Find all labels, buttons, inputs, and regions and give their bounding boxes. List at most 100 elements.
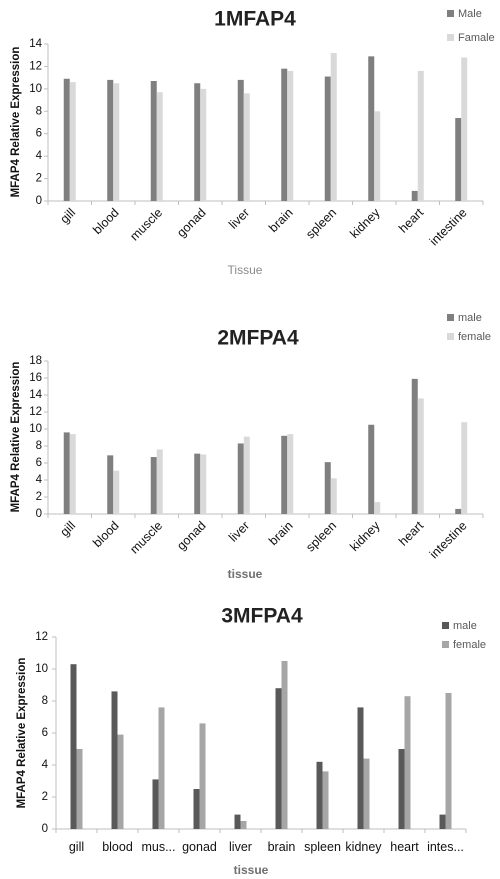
chart2-bar-series2: [243, 436, 250, 514]
chart2-bar-series2: [374, 502, 381, 514]
chart3-category-label: liver: [229, 840, 252, 854]
chart3-bar-series1: [398, 749, 405, 829]
chart3-bar-series2: [363, 758, 370, 829]
chart3-bar-series2: [445, 693, 452, 829]
chart3-category-label: brain: [268, 840, 296, 854]
chart2-bar-series2: [287, 434, 294, 514]
chart1-y-tick-label: 12: [29, 60, 42, 72]
chart3-bar-series1: [152, 779, 159, 829]
chart1-bar-series1: [107, 79, 114, 201]
chart3-category-label: mus...: [141, 840, 175, 854]
chart1-bar-series1: [411, 190, 418, 201]
chart2-y-axis-label: MFAP4 Relative Expression: [10, 362, 22, 513]
chart1-bar-series1: [150, 81, 157, 201]
chart3-bar-series2: [240, 821, 247, 829]
chart2-bar-series2: [330, 478, 337, 514]
chart1-category-label: blood: [90, 206, 122, 238]
chart1-category-label: muscle: [127, 206, 165, 244]
chart2-category-label: intestine: [427, 519, 470, 562]
chart1-bar-series1: [281, 68, 288, 202]
chart2-bar-series1: [150, 457, 157, 514]
chart3-bar-series2: [281, 661, 288, 829]
chart2-y-tick-label: 18: [29, 355, 42, 367]
chart2-category-label: kidney: [347, 518, 383, 554]
chart1-bar-series2: [374, 111, 381, 201]
chart2-title: 2MFPA4: [217, 327, 299, 350]
chart3-legend-swatch-series1: [442, 622, 449, 629]
chart3-y-tick-label: 4: [42, 759, 49, 771]
chart3-y-tick-label: 0: [42, 823, 48, 835]
chart1-legend-label-series1: Male: [458, 8, 482, 20]
chart3-bar-series1: [193, 789, 200, 829]
chart2-bar-series2: [461, 422, 468, 514]
chart3-y-tick-label: 8: [42, 695, 48, 707]
chart1-title: 1MFAP4: [214, 8, 296, 31]
chart2-legend-label-series2: female: [458, 331, 491, 343]
chart2-category-label: muscle: [127, 519, 165, 557]
chart2-category-label: liver: [226, 519, 252, 545]
chart2-y-tick-label: 2: [36, 491, 42, 503]
chart1-legend-label-series2: Famale: [458, 32, 495, 44]
chart2-bar-series1: [63, 432, 70, 514]
chart1-y-tick-label: 2: [36, 173, 42, 185]
chart1-category-label: gill: [57, 206, 78, 227]
chart3-y-tick-label: 12: [35, 631, 48, 643]
chart3-y-tick-label: 2: [42, 791, 48, 803]
chart2-bar-series2: [69, 434, 76, 514]
chart1-category-label: brain: [266, 206, 296, 236]
chart1-bar-series2: [461, 57, 468, 202]
chart1-y-tick-label: 0: [36, 195, 42, 207]
chart1-bar-series1: [63, 78, 70, 201]
chart2-bar-series1: [455, 508, 462, 514]
chart3-category-label: gonad: [182, 840, 217, 854]
chart1-y-tick-label: 6: [36, 128, 42, 140]
chart1-category-label: intestine: [427, 206, 470, 249]
chart2-category-label: blood: [90, 519, 122, 551]
chart3-y-tick-label: 10: [35, 663, 48, 675]
chart3-bar-series1: [234, 814, 241, 829]
chart2-category-label: spleen: [303, 519, 339, 555]
chart1-bar-series1: [237, 79, 244, 201]
chart2-bar-series1: [281, 435, 288, 514]
chart1-x-axis-label: Tissue: [228, 263, 263, 277]
chart1-category-label: spleen: [303, 206, 339, 242]
chart3-category-label: intes...: [427, 840, 464, 854]
chart2-bar-series2: [417, 398, 424, 514]
chart2-legend-swatch-series1: [447, 314, 454, 321]
chart2-bar-series1: [411, 378, 418, 514]
chart3-bar-series1: [316, 761, 323, 829]
chart2-bar-series2: [156, 449, 163, 514]
chart3-bar-series1: [111, 691, 118, 829]
chart1-bar-series1: [455, 118, 462, 201]
chart2-bar-series2: [113, 470, 120, 514]
chart2-bar-series2: [200, 454, 207, 514]
chart1-category-label: liver: [226, 206, 252, 232]
chart1-bar-series2: [113, 83, 120, 201]
chart3-bar-series2: [199, 723, 206, 829]
chart3-category-label: heart: [390, 840, 419, 854]
chart1-category-label: gonad: [174, 206, 209, 241]
chart2-legend-swatch-series2: [447, 333, 454, 340]
chart1-bar-series2: [243, 93, 250, 201]
chart1-y-axis-label: MFAP4 Relative Expression: [10, 47, 22, 198]
chart2-category-label: heart: [396, 518, 426, 548]
chart1-y-tick-label: 8: [36, 105, 42, 117]
chart2-bar-series1: [194, 453, 201, 514]
chart1-category-label: kidney: [347, 205, 383, 241]
chart2-category-label: gonad: [174, 519, 209, 554]
chart2-bar-series1: [237, 443, 244, 514]
chart3-bar-series2: [322, 771, 329, 829]
chart3-bar-series1: [439, 814, 446, 829]
chart1-y-tick-label: 14: [29, 38, 42, 50]
chart1-legend-swatch-series1: [447, 10, 454, 17]
chart1-y-tick-label: 10: [29, 83, 42, 95]
chart3-category-label: gill: [69, 840, 84, 854]
chart2-y-tick-label: 14: [29, 389, 42, 401]
chart3-bar-series2: [404, 696, 411, 829]
chart1-bar-series2: [69, 82, 76, 201]
chart3-y-tick-label: 6: [42, 727, 48, 739]
chart3-bar-series2: [117, 734, 124, 829]
chart2-y-tick-label: 12: [29, 406, 42, 418]
chart2-y-tick-label: 8: [36, 440, 42, 452]
chart3-bar-series1: [70, 664, 77, 829]
